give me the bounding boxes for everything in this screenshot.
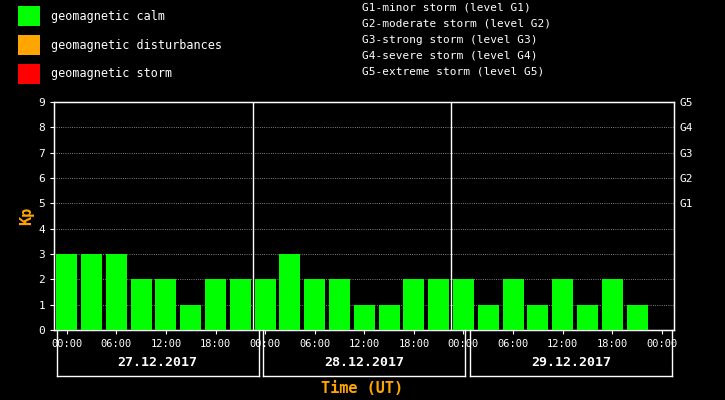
Text: G4-severe storm (level G4): G4-severe storm (level G4) xyxy=(362,51,538,61)
Text: Time (UT): Time (UT) xyxy=(321,381,404,396)
Text: geomagnetic disturbances: geomagnetic disturbances xyxy=(51,38,222,52)
Text: 29.12.2017: 29.12.2017 xyxy=(531,356,611,368)
Bar xyxy=(502,279,523,330)
Bar xyxy=(205,279,226,330)
Bar xyxy=(230,279,251,330)
Bar xyxy=(155,279,176,330)
Bar xyxy=(304,279,326,330)
Text: geomagnetic calm: geomagnetic calm xyxy=(51,10,165,23)
Text: G2-moderate storm (level G2): G2-moderate storm (level G2) xyxy=(362,18,552,28)
Bar xyxy=(106,254,127,330)
Bar xyxy=(354,305,375,330)
Bar xyxy=(527,305,548,330)
Text: 27.12.2017: 27.12.2017 xyxy=(117,356,198,368)
Bar xyxy=(254,279,276,330)
FancyBboxPatch shape xyxy=(18,6,40,26)
Bar xyxy=(428,279,450,330)
FancyBboxPatch shape xyxy=(18,35,40,55)
Bar xyxy=(378,305,399,330)
FancyBboxPatch shape xyxy=(18,64,40,84)
Bar xyxy=(626,305,647,330)
Bar xyxy=(130,279,152,330)
Text: G5-extreme storm (level G5): G5-extreme storm (level G5) xyxy=(362,67,544,77)
Bar xyxy=(57,254,78,330)
Bar xyxy=(279,254,300,330)
Bar xyxy=(453,279,474,330)
Bar xyxy=(602,279,623,330)
Bar xyxy=(403,279,424,330)
Text: G3-strong storm (level G3): G3-strong storm (level G3) xyxy=(362,35,538,45)
Bar xyxy=(552,279,573,330)
Bar xyxy=(81,254,102,330)
Bar xyxy=(478,305,499,330)
Bar xyxy=(577,305,598,330)
Y-axis label: Kp: Kp xyxy=(20,207,34,225)
Bar xyxy=(181,305,202,330)
Text: G1-minor storm (level G1): G1-minor storm (level G1) xyxy=(362,2,531,12)
Text: 28.12.2017: 28.12.2017 xyxy=(324,356,405,368)
Text: geomagnetic storm: geomagnetic storm xyxy=(51,67,172,80)
Bar xyxy=(329,279,350,330)
